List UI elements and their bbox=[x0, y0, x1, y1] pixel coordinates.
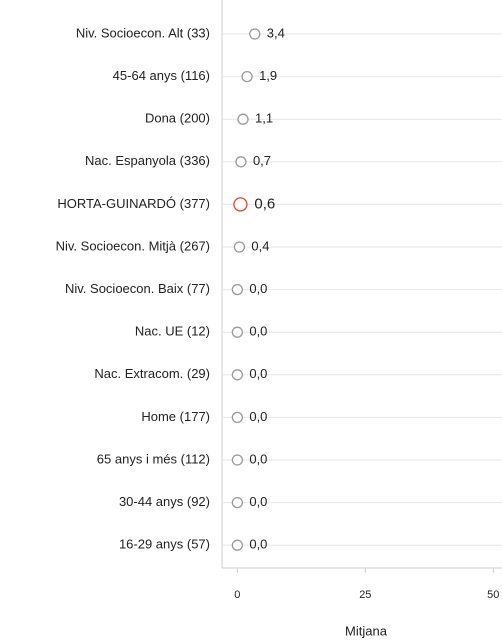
value-label: 0,0 bbox=[249, 324, 267, 339]
dot bbox=[231, 411, 244, 424]
value-label: 1,1 bbox=[255, 111, 273, 126]
category-label: 16-29 anys (57) bbox=[119, 537, 210, 552]
value-label: 0,4 bbox=[251, 238, 269, 253]
dot bbox=[233, 241, 246, 253]
category-label: Nac. UE (12) bbox=[135, 324, 210, 339]
x-tick-label: 50 bbox=[487, 589, 499, 601]
value-label: 1,9 bbox=[259, 68, 277, 83]
value-label: 0,7 bbox=[253, 153, 271, 168]
x-tick-label: 0 bbox=[234, 589, 240, 601]
value-label: 3,4 bbox=[267, 25, 285, 40]
dot bbox=[235, 156, 247, 168]
dot bbox=[231, 326, 244, 338]
dot bbox=[231, 369, 244, 381]
category-label: 65 anys i més (112) bbox=[97, 451, 210, 466]
category-label: 30-44 anys (92) bbox=[119, 494, 210, 509]
dot bbox=[231, 454, 244, 466]
category-label: Niv. Socioecon. Mitjà (267) bbox=[56, 238, 210, 253]
value-label: 0,0 bbox=[249, 451, 267, 466]
dot bbox=[233, 197, 248, 212]
category-label: Dona (200) bbox=[145, 111, 210, 126]
x-axis-label: Mitjana bbox=[345, 623, 388, 638]
dot bbox=[231, 539, 244, 551]
category-label: Nac. Espanyola (336) bbox=[85, 153, 210, 168]
category-label: Niv. Socioecon. Alt (33) bbox=[76, 25, 210, 40]
category-label: HORTA-GUINARDÓ (377) bbox=[57, 196, 210, 211]
category-label: 45-64 anys (116) bbox=[113, 68, 210, 83]
value-label: 0,0 bbox=[249, 366, 267, 381]
value-label: 0,0 bbox=[249, 494, 267, 509]
value-label: 0,0 bbox=[249, 409, 267, 424]
dot bbox=[237, 113, 249, 125]
value-label: 0,0 bbox=[249, 537, 267, 552]
category-label: Home (177) bbox=[141, 409, 210, 424]
value-label: 0,0 bbox=[249, 281, 267, 296]
dot bbox=[231, 496, 244, 509]
value-label: 0,6 bbox=[254, 195, 275, 212]
dot bbox=[231, 283, 244, 296]
dot bbox=[249, 28, 261, 40]
x-tick-label: 25 bbox=[359, 589, 371, 601]
dot bbox=[241, 70, 253, 83]
category-label: Nac. Extracom. (29) bbox=[94, 366, 210, 381]
category-label: Niv. Socioecon. Baix (77) bbox=[65, 281, 210, 296]
